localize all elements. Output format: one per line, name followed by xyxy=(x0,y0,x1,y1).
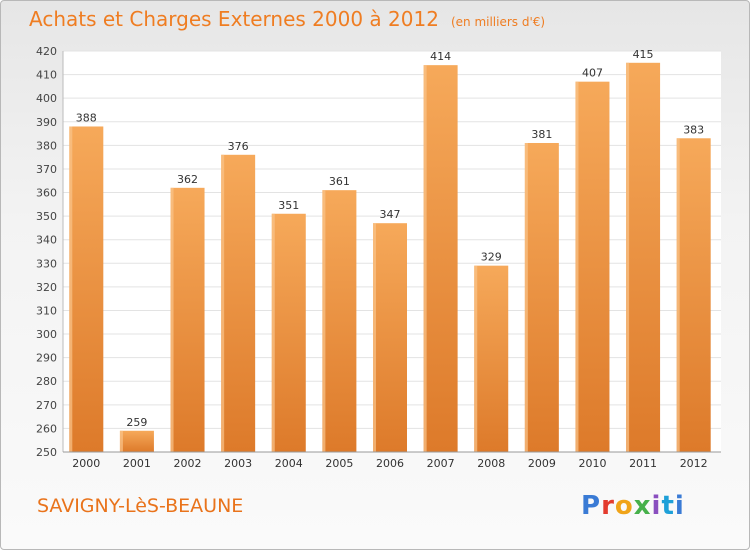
bar-highlight xyxy=(626,62,630,452)
data-label: 414 xyxy=(430,50,451,63)
bar-highlight xyxy=(423,65,427,452)
chart-title: Achats et Charges Externes 2000 à 2012 (e… xyxy=(29,7,545,31)
logo-letter: P xyxy=(581,491,602,521)
bar xyxy=(373,223,407,452)
logo-letter: i xyxy=(651,491,662,521)
y-tick-label: 400 xyxy=(36,92,57,105)
y-tick-label: 420 xyxy=(36,45,57,58)
bar-highlight xyxy=(676,138,680,452)
logo-letter: o xyxy=(614,491,634,521)
bar-highlight xyxy=(221,154,225,452)
x-tick-label: 2012 xyxy=(680,457,708,470)
y-tick-label: 300 xyxy=(36,328,57,341)
x-tick-label: 2010 xyxy=(578,457,606,470)
x-tick-label: 2001 xyxy=(123,457,151,470)
y-tick-label: 310 xyxy=(36,304,57,317)
bar-highlight xyxy=(69,126,73,452)
data-label: 388 xyxy=(76,111,97,124)
logo-letter: t xyxy=(661,491,675,521)
x-tick-label: 2000 xyxy=(72,457,100,470)
logo-letter: i xyxy=(674,491,685,521)
bar-highlight xyxy=(271,213,275,452)
bar xyxy=(423,65,458,452)
bar xyxy=(575,81,610,452)
logo-letter: x xyxy=(633,491,652,521)
bar-highlight xyxy=(373,223,376,452)
y-tick-label: 260 xyxy=(36,422,57,435)
y-tick-label: 410 xyxy=(36,69,57,82)
data-label: 383 xyxy=(683,123,704,136)
bar xyxy=(474,265,509,452)
y-tick-label: 320 xyxy=(36,281,57,294)
bars: 388 259 362 376 351 361 347 414 329 381 407 415 383 xyxy=(69,48,711,452)
bar xyxy=(69,126,104,452)
x-tick-label: 2011 xyxy=(629,457,657,470)
y-tick-label: 290 xyxy=(36,352,57,365)
y-tick-label: 350 xyxy=(36,210,57,223)
x-tick-label: 2004 xyxy=(275,457,303,470)
y-tick-label: 390 xyxy=(36,116,57,129)
bar xyxy=(322,190,357,452)
y-tick-label: 270 xyxy=(36,399,57,412)
x-tick-label: 2006 xyxy=(376,457,404,470)
chart-title-text: Achats et Charges Externes 2000 à 2012 xyxy=(29,7,439,31)
bar-highlight xyxy=(524,142,528,452)
bar xyxy=(626,62,661,452)
x-tick-label: 2008 xyxy=(477,457,505,470)
y-tick-label: 380 xyxy=(36,139,57,152)
bar-highlight xyxy=(170,187,174,452)
unit-note: (en milliers d'€) xyxy=(450,15,546,29)
logo-letter: r xyxy=(601,491,615,521)
bar xyxy=(221,154,256,452)
data-label: 351 xyxy=(278,199,299,212)
location-name: SAVIGNY-LèS-BEAUNE xyxy=(37,495,244,517)
bar xyxy=(676,138,711,452)
bar xyxy=(170,187,205,452)
y-tick-label: 340 xyxy=(36,234,57,247)
x-tick-label: 2005 xyxy=(325,457,353,470)
bar-highlight xyxy=(575,81,579,452)
x-axis: 2000 2001 2002 2003 2004 2005 2006 2007 2008 2009… xyxy=(63,451,721,470)
y-tick-label: 250 xyxy=(36,446,57,459)
data-label: 347 xyxy=(380,208,401,221)
bar xyxy=(524,142,559,452)
data-label: 329 xyxy=(481,251,502,264)
y-tick-label: 360 xyxy=(36,187,57,200)
x-tick-label: 2003 xyxy=(224,457,252,470)
data-label: 259 xyxy=(126,416,147,429)
y-tick-label: 330 xyxy=(36,257,57,270)
data-label: 407 xyxy=(582,67,603,80)
y-tick-label: 370 xyxy=(36,163,57,176)
data-label: 361 xyxy=(329,175,350,188)
data-label: 415 xyxy=(633,48,654,61)
x-tick-label: 2009 xyxy=(528,457,556,470)
x-tick-label: 2002 xyxy=(174,457,202,470)
data-label: 381 xyxy=(531,128,552,141)
bar xyxy=(271,213,306,452)
proxiti-logo[interactable]: Proxiti xyxy=(581,491,685,521)
data-label: 376 xyxy=(228,140,249,153)
bar-highlight xyxy=(322,190,326,452)
bar-highlight xyxy=(474,265,478,452)
y-tick-label: 280 xyxy=(36,375,57,388)
y-axis: 250 260 270 280 290 300 310 320 330 340 350 360 370 3… xyxy=(36,45,64,459)
data-label: 362 xyxy=(177,173,198,186)
bar-highlight xyxy=(119,430,123,452)
bar xyxy=(119,430,154,452)
x-tick-label: 2007 xyxy=(427,457,455,470)
